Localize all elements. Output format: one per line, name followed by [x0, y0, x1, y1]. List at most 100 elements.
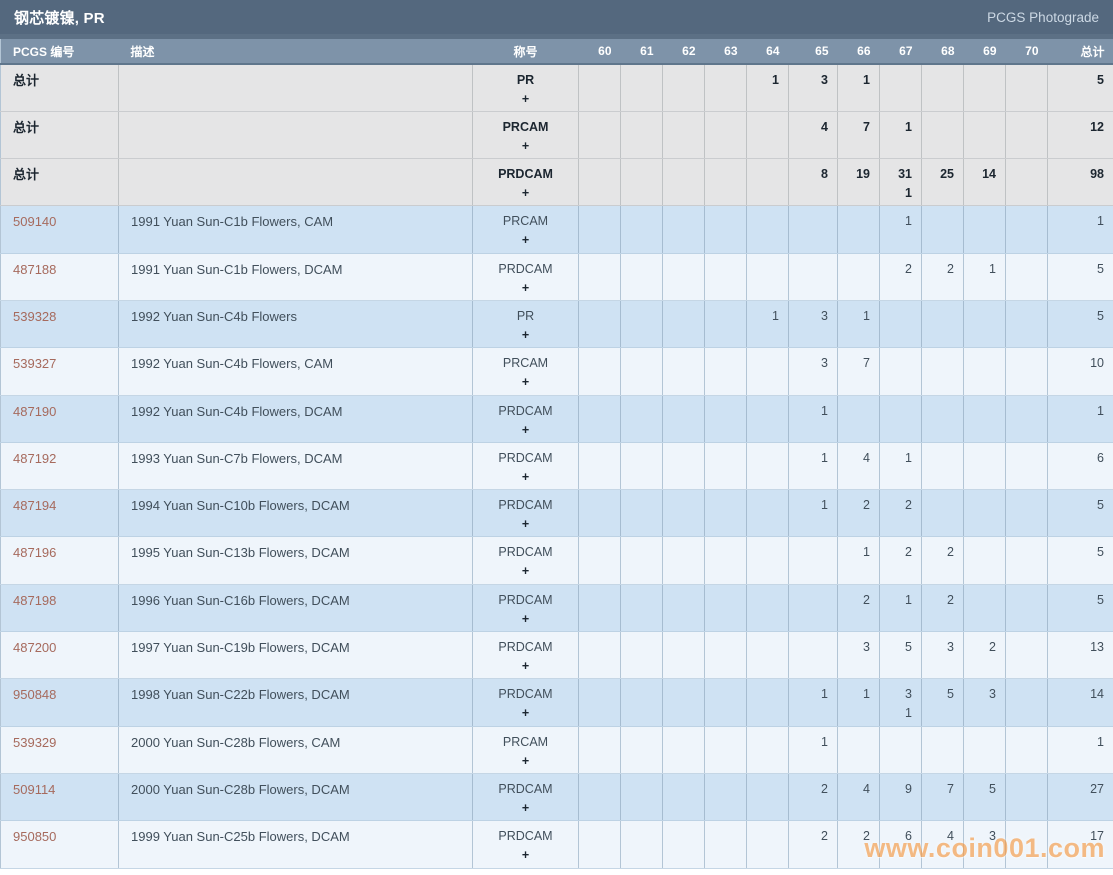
description-cell: 1995 Yuan Sun-C13b Flowers, DCAM — [118, 536, 473, 585]
pcgs-number-cell[interactable]: 509140 — [0, 205, 119, 254]
grade-count-cell-68 — [921, 395, 964, 443]
pcgs-number-link[interactable]: 487188 — [13, 261, 57, 277]
grade-count-cell-65: 1 — [788, 726, 838, 774]
pcgs-number-cell[interactable]: 487192 — [0, 442, 119, 491]
description-cell: 1991 Yuan Sun-C1b Flowers, DCAM — [118, 253, 473, 301]
grade-count-cell-63 — [704, 489, 747, 538]
designation-cell: PRDCAM + — [472, 584, 579, 633]
grade-count-cell-60 — [578, 584, 621, 633]
column-header-grade-61: 61 — [620, 39, 663, 65]
grade-count-cell-69 — [963, 536, 1006, 585]
grade-count-cell-63 — [704, 773, 747, 822]
column-header-grade-62: 62 — [662, 39, 705, 65]
pcgs-number-cell[interactable]: 539328 — [0, 300, 119, 349]
description-cell: 1992 Yuan Sun-C4b Flowers, CAM — [118, 347, 473, 396]
grade-count-cell-61 — [620, 442, 663, 491]
designation-cell: PRDCAM + — [472, 820, 579, 869]
grade-count-cell-69 — [963, 489, 1006, 538]
grade-count-cell-66 — [837, 205, 880, 254]
summary-row: 总计 PRCAM + 4 7 1 12 — [0, 111, 1113, 160]
grade-count-cell-66: 1 — [837, 678, 880, 727]
grade-count-cell-70 — [1005, 820, 1048, 869]
pcgs-number-cell[interactable]: 487196 — [0, 536, 119, 585]
pcgs-number-link[interactable]: 487192 — [13, 450, 57, 466]
grade-count-cell-69 — [963, 64, 1006, 112]
grade-count-cell-70 — [1005, 253, 1048, 301]
grade-count-cell-60 — [578, 300, 621, 349]
pcgs-number-cell[interactable]: 950850 — [0, 820, 119, 869]
grade-count-cell-66: 4 — [837, 442, 880, 491]
pcgs-number-cell[interactable]: 487194 — [0, 489, 119, 538]
grade-count-cell-64 — [746, 726, 789, 774]
pcgs-number-cell[interactable]: 487198 — [0, 584, 119, 633]
description-cell — [118, 158, 473, 207]
grade-count-cell-61 — [620, 300, 663, 349]
pcgs-number-cell[interactable]: 539329 — [0, 726, 119, 774]
grade-count-cell-70 — [1005, 631, 1048, 680]
pcgs-number-cell[interactable]: 539327 — [0, 347, 119, 396]
grade-count-cell-61 — [620, 111, 663, 160]
description-cell: 1998 Yuan Sun-C22b Flowers, DCAM — [118, 678, 473, 727]
grade-count-cell-66: 2 — [837, 584, 880, 633]
table-row: 487194 1994 Yuan Sun-C10b Flowers, DCAM PR… — [0, 489, 1113, 538]
row-total-cell: 27 — [1047, 773, 1113, 822]
grade-count-cell-69 — [963, 442, 1006, 491]
pcgs-number-cell[interactable]: 950848 — [0, 678, 119, 727]
grade-count-cell-68: 4 — [921, 820, 964, 869]
table-row: 487190 1992 Yuan Sun-C4b Flowers, DCAM PRD… — [0, 395, 1113, 443]
grade-count-cell-64 — [746, 820, 789, 869]
grade-count-cell-64 — [746, 253, 789, 301]
grade-count-cell-68 — [921, 442, 964, 491]
grade-count-cell-70 — [1005, 536, 1048, 585]
grade-count-cell-67: 2 — [879, 489, 922, 538]
pcgs-number-cell[interactable]: 509114 — [0, 773, 119, 822]
description-cell: 1993 Yuan Sun-C7b Flowers, DCAM — [118, 442, 473, 491]
grade-count-cell-67: 1 — [879, 205, 922, 254]
grade-count-cell-61 — [620, 395, 663, 443]
table-row: 509114 2000 Yuan Sun-C28b Flowers, DCAM PR… — [0, 773, 1113, 822]
pcgs-number-link[interactable]: 487190 — [13, 403, 57, 419]
pcgs-number-link[interactable]: 509140 — [13, 214, 57, 230]
grade-count-cell-61 — [620, 820, 663, 869]
grade-count-cell-62 — [662, 111, 705, 160]
pcgs-number-cell[interactable]: 487188 — [0, 253, 119, 301]
table-header-row: PCGS 编号 描述 称号 60 61 62 63 64 65 66 67 68… — [0, 39, 1113, 65]
grade-count-cell-70 — [1005, 300, 1048, 349]
grade-count-cell-60 — [578, 205, 621, 254]
grade-count-cell-66: 3 — [837, 631, 880, 680]
pcgs-number-link[interactable]: 487196 — [13, 545, 57, 561]
grade-count-cell-62 — [662, 347, 705, 396]
designation-cell: PRDCAM + — [472, 773, 579, 822]
pcgs-number-link[interactable]: 539329 — [13, 734, 57, 750]
pcgs-number-link[interactable]: 950848 — [13, 687, 57, 703]
table-row: 509140 1991 Yuan Sun-C1b Flowers, CAM PRCA… — [0, 205, 1113, 254]
row-total-cell: 13 — [1047, 631, 1113, 680]
pcgs-number-link[interactable]: 487194 — [13, 498, 57, 514]
pcgs-number-cell[interactable]: 487200 — [0, 631, 119, 680]
pcgs-number-link[interactable]: 487200 — [13, 640, 57, 656]
pcgs-number-cell[interactable]: 487190 — [0, 395, 119, 443]
table-row: 487196 1995 Yuan Sun-C13b Flowers, DCAM PR… — [0, 536, 1113, 585]
grade-count-cell-67: 6 — [879, 820, 922, 869]
grade-count-cell-68: 2 — [921, 253, 964, 301]
grade-count-cell-68 — [921, 489, 964, 538]
table-row: 487188 1991 Yuan Sun-C1b Flowers, DCAM PRD… — [0, 253, 1113, 301]
grade-count-cell-65: 4 — [788, 111, 838, 160]
grade-count-cell-62 — [662, 205, 705, 254]
pcgs-number-link[interactable]: 487198 — [13, 592, 57, 608]
row-total-cell: 5 — [1047, 584, 1113, 633]
pcgs-photograde-link[interactable]: PCGS Photograde — [987, 9, 1099, 25]
grade-count-cell-60 — [578, 820, 621, 869]
pcgs-number-link[interactable]: 539328 — [13, 308, 57, 324]
grade-count-cell-62 — [662, 678, 705, 727]
pcgs-number-link[interactable]: 509114 — [13, 781, 56, 797]
grade-count-cell-65: 1 — [788, 489, 838, 538]
summary-label-cell: 总计 — [0, 111, 119, 160]
grade-count-cell-68 — [921, 111, 964, 160]
grade-count-cell-60 — [578, 678, 621, 727]
pcgs-number-link[interactable]: 539327 — [13, 356, 57, 372]
grade-count-cell-64 — [746, 489, 789, 538]
column-header-grade-64: 64 — [746, 39, 789, 65]
pcgs-number-link[interactable]: 950850 — [13, 829, 57, 845]
grade-count-cell-64 — [746, 395, 789, 443]
